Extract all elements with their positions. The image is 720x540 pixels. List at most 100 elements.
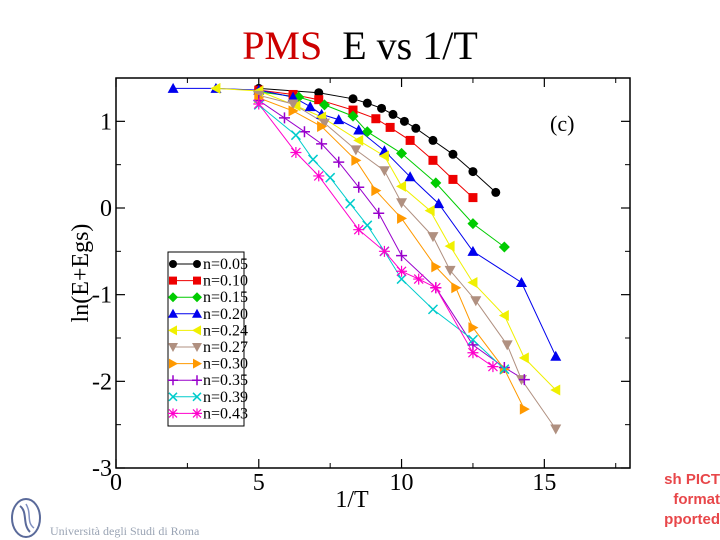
legend-marker — [168, 308, 178, 318]
data-point-n=0.30 — [519, 403, 530, 415]
legend-marker — [168, 375, 178, 386]
data-point-n=0.35 — [353, 181, 365, 193]
data-point-n=0.39 — [290, 130, 301, 141]
footer-text: Università degli Studi di Roma — [50, 524, 200, 538]
data-point-n=0.43 — [413, 273, 425, 285]
data-point-n=0.20 — [287, 91, 299, 102]
legend-marker — [193, 276, 201, 285]
data-point-n=0.35 — [373, 207, 385, 219]
data-point-n=0.27 — [501, 340, 513, 351]
data-point-n=0.24 — [444, 240, 455, 252]
data-point-n=0.05 — [388, 109, 398, 119]
x-tick-label: 5 — [253, 470, 265, 496]
chart-title: PMS E vs 1/T — [0, 22, 720, 69]
data-point-n=0.05 — [348, 94, 358, 104]
legend-marker — [192, 343, 202, 352]
data-point-n=0.27 — [350, 145, 362, 156]
data-point-n=0.24 — [290, 100, 301, 112]
x-axis-title: 1/T — [335, 487, 369, 513]
pict-line: sh PICT — [664, 471, 720, 488]
data-point-n=0.39 — [308, 154, 319, 165]
data-point-n=0.20 — [333, 114, 345, 125]
data-point-n=0.30 — [371, 185, 382, 197]
series-line-n=0.30 — [258, 97, 525, 410]
legend-label: n=0.27 — [203, 339, 248, 356]
x-tick-label: 10 — [390, 470, 414, 496]
data-point-n=0.05 — [362, 98, 372, 108]
data-point-n=0.27 — [318, 118, 330, 129]
data-point-n=0.05 — [314, 88, 324, 98]
data-point-n=0.05 — [491, 187, 501, 197]
data-point-n=0.10 — [348, 105, 358, 115]
legend-label: n=0.43 — [203, 405, 248, 422]
data-point-n=0.35 — [396, 250, 408, 262]
y-tick-label: -1 — [92, 283, 112, 309]
series-line-n=0.10 — [258, 89, 474, 198]
y-tick-label: 1 — [100, 109, 112, 135]
data-point-n=0.27 — [396, 198, 408, 209]
series-line-n=0.39 — [258, 104, 505, 370]
data-point-n=0.27 — [378, 166, 390, 177]
legend-marker — [168, 392, 178, 402]
data-point-n=0.35 — [316, 138, 328, 150]
data-point-n=0.35 — [333, 156, 345, 168]
y-tick-label: -3 — [92, 456, 112, 482]
legend-label: n=0.20 — [203, 306, 248, 323]
legend-label: n=0.35 — [203, 372, 248, 389]
legend: n=0.05n=0.10n=0.15n=0.20n=0.24n=0.27n=0.… — [167, 251, 248, 427]
data-point-n=0.15 — [396, 147, 408, 159]
legend-marker — [193, 260, 201, 268]
series-line-n=0.35 — [258, 100, 525, 381]
data-point-n=0.39 — [467, 334, 478, 345]
data-point-n=0.35 — [518, 374, 530, 386]
legend-label: n=0.05 — [203, 256, 248, 273]
legend-marker — [193, 358, 202, 369]
legend-label: n=0.24 — [203, 322, 248, 339]
data-point-n=0.35 — [298, 126, 310, 138]
data-point-n=0.15 — [467, 218, 479, 230]
legend-marker — [192, 308, 202, 318]
data-point-n=0.27 — [550, 424, 562, 435]
legend-label: n=0.30 — [203, 356, 248, 373]
legend-label: n=0.15 — [203, 289, 248, 306]
plot-frame — [115, 77, 631, 469]
data-point-n=0.24 — [424, 205, 435, 217]
legend-marker — [168, 343, 178, 352]
data-point-n=0.30 — [351, 154, 362, 166]
y-axis-title: ln(E+Egs) — [68, 224, 94, 323]
data-point-n=0.05 — [468, 167, 478, 177]
data-point-n=0.30 — [468, 322, 479, 334]
legend-marker — [192, 325, 201, 336]
data-point-n=0.20 — [304, 101, 316, 112]
data-point-n=0.39 — [396, 274, 407, 285]
pict-line: pported — [664, 511, 720, 528]
legend-marker — [168, 292, 178, 303]
data-point-n=0.10 — [314, 95, 324, 105]
data-point-n=0.43 — [487, 361, 499, 373]
data-point-n=0.39 — [499, 364, 510, 375]
data-point-n=0.27 — [470, 296, 482, 307]
university-logo-icon — [11, 498, 41, 538]
series-line-n=0.20 — [173, 87, 557, 357]
data-point-n=0.05 — [399, 116, 409, 126]
data-point-n=0.27 — [427, 232, 439, 243]
data-point-n=0.24 — [396, 180, 407, 192]
panel-label: (c) — [550, 111, 574, 136]
series-line-n=0.27 — [258, 94, 557, 430]
legend-marker — [192, 408, 202, 419]
data-point-n=0.10 — [428, 155, 438, 165]
data-point-n=0.43 — [467, 347, 479, 359]
x-tick-label: 0 — [110, 470, 122, 496]
data-point-n=0.20 — [404, 171, 416, 182]
data-point-n=0.39 — [427, 304, 438, 315]
chart-title-pms: PMS — [242, 23, 323, 68]
data-point-n=0.24 — [550, 384, 561, 396]
data-point-n=0.35 — [278, 112, 290, 124]
legend-marker — [168, 325, 177, 336]
legend-marker — [169, 260, 177, 268]
pict-line: format — [673, 491, 720, 508]
data-point-n=0.43 — [353, 224, 365, 236]
data-point-n=0.39 — [345, 198, 356, 209]
